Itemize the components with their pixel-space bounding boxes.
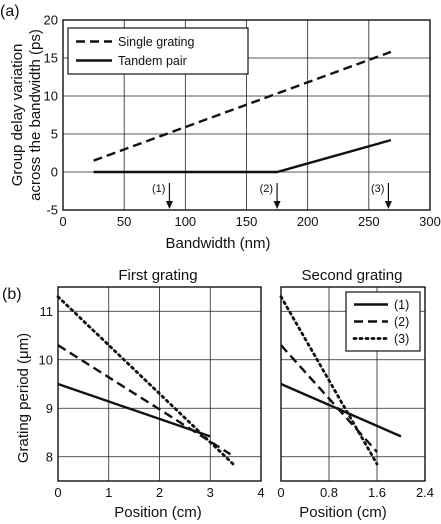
chart-a-xlabel: Bandwidth (nm) xyxy=(165,235,270,252)
chart-b2-plot-frame xyxy=(280,286,426,482)
chart-b2-xtick-label: 2.4 xyxy=(416,485,434,500)
chart-a-marker-label-2: (3) xyxy=(371,183,384,195)
panel-b-label: (b) xyxy=(2,286,22,303)
chart-b-ylabel: Grating period (μm) xyxy=(15,333,32,463)
chart-a-legend-label-0: Single grating xyxy=(118,35,194,49)
chart-b2-xtick-label: 1.6 xyxy=(368,485,386,500)
chart-a-legend-box xyxy=(67,27,249,75)
chart-a-xtick-label: 100 xyxy=(174,214,196,229)
chart-a-marker-arrowhead-0 xyxy=(165,201,173,209)
chart-a-ytick-label: 10 xyxy=(44,89,58,104)
chart-b2: 0 0.8 1.6 2.4 (1) (2) (3) xyxy=(277,286,434,500)
chart-a-marker-label-1: (2) xyxy=(260,183,273,195)
chart-b1-ytick-label: 8 xyxy=(46,449,53,464)
chart-a-ylabel-line1: Group delay variation xyxy=(9,44,26,187)
chart-b2-series-2-line xyxy=(279,295,379,466)
chart-b1-xtick-label: 2 xyxy=(156,485,163,500)
chart-a-ytick-label: 5 xyxy=(51,127,58,142)
chart-b1-ytick-label: 10 xyxy=(39,352,53,367)
chart-a-ytick-label: 20 xyxy=(44,13,58,28)
chart-b2-legend-label-0: (1) xyxy=(394,298,409,312)
chart-b2-title: Second grating xyxy=(302,267,403,284)
chart-a-series-1-line xyxy=(93,138,392,174)
chart-b1-ytick-label: 11 xyxy=(40,304,54,319)
chart-a-plot-frame xyxy=(62,19,431,211)
chart-b1-series-2-line xyxy=(56,295,235,466)
chart-b1-ytick-label: 9 xyxy=(46,401,53,416)
chart-b1-xtick-label: 4 xyxy=(257,485,264,500)
chart-a-xtick-label: 300 xyxy=(419,214,441,229)
chart-a-xtick-label: 250 xyxy=(358,214,380,229)
chart-b2-xlabel: Position (cm) xyxy=(299,504,387,521)
chart-a-xtick-label: 200 xyxy=(297,214,319,229)
chart-a-xtick-label: 0 xyxy=(59,214,66,229)
chart-b1: 0 1 2 3 4 8 9 10 11 xyxy=(39,286,265,500)
chart-a-ytick-label: 0 xyxy=(51,165,58,180)
chart-a-marker-label-0: (1) xyxy=(152,183,165,195)
chart-b1-xtick-label: 0 xyxy=(54,485,61,500)
chart-b1-plot-frame xyxy=(57,286,262,482)
chart-a-marker-arrowhead-1 xyxy=(273,201,281,209)
chart-b2-series-1-line xyxy=(280,344,378,453)
chart-b1-title: First grating xyxy=(118,267,197,284)
chart-a-ylabel-line2: across the bandwidth (ps) xyxy=(27,29,44,201)
chart-b1-series-0-line xyxy=(57,382,211,438)
chart-a-ytick-label: -5 xyxy=(46,203,58,218)
chart-a-series-0-line xyxy=(93,50,392,162)
chart-b2-legend-label-2: (3) xyxy=(394,332,409,346)
chart-b1-xtick-label: 1 xyxy=(105,485,112,500)
chart-a-marker-arrowhead-2 xyxy=(384,201,392,209)
chart-b1-xlabel: Position (cm) xyxy=(114,504,202,521)
chart-b1-xtick-label: 3 xyxy=(207,485,214,500)
chart-b2-xtick-label: 0.8 xyxy=(320,485,338,500)
chart-a-ytick-label: 15 xyxy=(44,51,58,66)
chart-b2-legend-label-1: (2) xyxy=(394,315,409,329)
chart-b2-xtick-label: 0 xyxy=(277,485,284,500)
chart-b1-series-1-line xyxy=(57,344,232,456)
chart-a-xtick-label: 50 xyxy=(117,214,131,229)
chart-a-xtick-label: 150 xyxy=(236,214,258,229)
panel-a-label: (a) xyxy=(0,3,20,20)
chart-a-legend-label-1: Tandem pair xyxy=(118,54,187,68)
